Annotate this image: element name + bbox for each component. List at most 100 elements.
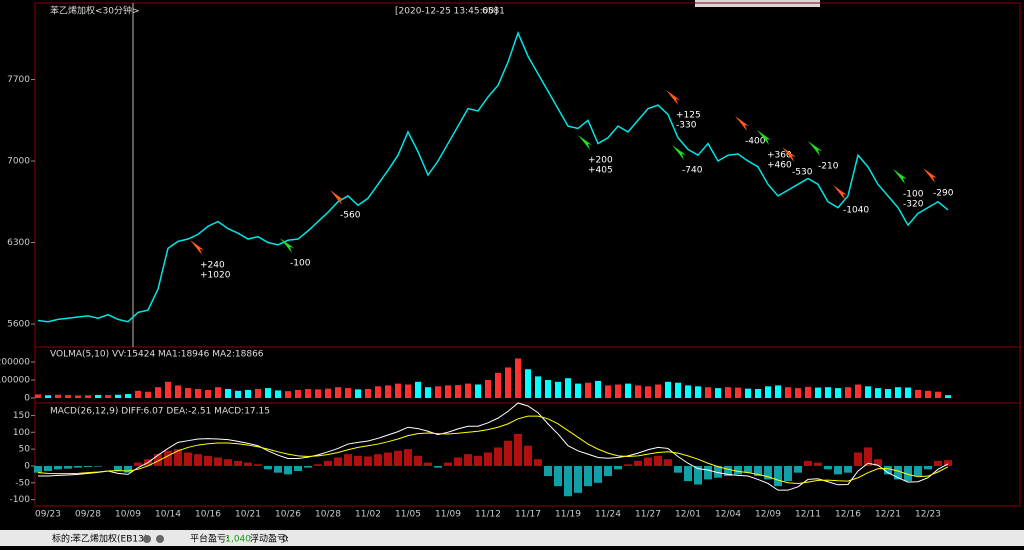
volume-bar: [665, 381, 671, 398]
last-price: 6581: [482, 7, 505, 17]
macd-bar: [474, 455, 482, 466]
macd-bar: [364, 456, 372, 466]
trade-label: +360: [767, 151, 792, 161]
macd-bar: [74, 465, 82, 468]
status-bar: [0, 530, 1024, 546]
macd-bar: [784, 465, 792, 482]
macd-bar: [284, 465, 292, 475]
volume-bar: [185, 388, 191, 398]
y-tick-label: 0: [24, 461, 30, 471]
volume-bar: [305, 389, 311, 398]
volume-bar: [315, 389, 321, 398]
volume-bar: [495, 372, 501, 398]
macd-bar: [664, 459, 672, 466]
volume-bar: [365, 389, 371, 398]
volume-bar: [135, 390, 141, 398]
trade-arrow: [893, 169, 907, 184]
trade-arrow: [578, 135, 592, 150]
volume-bar: [755, 389, 761, 398]
macd-bar: [194, 454, 202, 466]
trade-label: -560: [340, 211, 361, 221]
macd-bar: [444, 462, 452, 466]
volume-bar: [735, 387, 741, 398]
volume-bar: [455, 385, 461, 398]
x-tick-label: 12/09: [755, 510, 781, 520]
volume-bar: [855, 384, 861, 398]
trade-arrow: [666, 90, 680, 105]
volume-bar: [215, 387, 221, 398]
macd-bar: [134, 462, 142, 466]
macd-bar: [64, 465, 72, 469]
trade-label: +200: [588, 156, 613, 166]
trade-label: +125: [676, 111, 701, 121]
volume-bar: [945, 395, 951, 398]
macd-bar: [494, 447, 502, 466]
volume-bar: [255, 389, 261, 398]
trade-label: -740: [682, 166, 703, 176]
symbol[interactable]: 苯乙烯加权(EB13): [72, 533, 147, 545]
volume-bar: [375, 386, 381, 398]
macd-bar: [754, 465, 762, 477]
trade-label: -320: [903, 200, 924, 210]
volume-bar: [675, 382, 681, 398]
macd-bar: [264, 465, 272, 470]
volume-bar: [585, 382, 591, 398]
timestamp: [2020-12-25 13:45:00]: [395, 7, 498, 17]
macd-bar: [274, 465, 282, 473]
macd-bar: [124, 465, 132, 473]
volume-bar: [915, 389, 921, 398]
macd-bar: [544, 465, 552, 477]
button[interactable]: [156, 535, 164, 543]
volume-bar: [775, 385, 781, 398]
volume-bar: [835, 388, 841, 398]
macd-bar: [334, 457, 342, 466]
trade-arrow: [757, 130, 771, 145]
macd-line: [38, 402, 949, 491]
macd-bar: [214, 457, 222, 466]
trade-label: -100: [290, 259, 311, 269]
macd-bar: [404, 449, 412, 466]
macd-bar: [794, 465, 802, 473]
macd-bar: [44, 465, 52, 471]
x-tick-label: 11/24: [595, 510, 621, 520]
volume-bar: [705, 387, 711, 398]
volume-bar: [595, 380, 601, 398]
volume-bar: [925, 390, 931, 398]
macd-bar: [154, 454, 162, 466]
float-label: 浮动盈亏:: [250, 533, 289, 545]
y-tick-label: 6300: [7, 238, 30, 248]
volume-bar: [155, 387, 161, 398]
macd-bar: [674, 465, 682, 473]
macd-bar: [294, 465, 302, 471]
macd-bar: [254, 464, 262, 466]
x-tick-label: 10/14: [155, 510, 181, 520]
macd-bar: [764, 465, 772, 480]
volume-title: VOLMA(5,10) VV:15424 MA1:18946 MA2:18866: [50, 350, 264, 360]
volume-bar: [385, 385, 391, 398]
volume-bar: [105, 395, 111, 398]
macd-bar: [304, 465, 312, 468]
y-tick-label: 7700: [7, 75, 30, 85]
x-tick-label: 11/19: [555, 510, 581, 520]
volume-bar: [635, 385, 641, 398]
trade-arrow: [280, 238, 294, 253]
macd-bar: [324, 460, 332, 466]
x-tick-label: 11/17: [515, 510, 541, 520]
trade-label: -210: [818, 162, 839, 172]
macd-bar: [184, 452, 192, 466]
volume-bar: [615, 384, 621, 398]
trade-arrow: [190, 240, 204, 255]
macd-bar: [354, 455, 362, 466]
chart-title: 苯乙烯加权<30分钟>: [50, 5, 140, 17]
macd-bar: [704, 465, 712, 480]
macd-bar: [874, 459, 882, 466]
volume-bar: [565, 378, 571, 398]
macd-bar: [164, 450, 172, 466]
volume-bar: [335, 387, 341, 398]
volume-bar: [115, 394, 121, 398]
y-tick-label: 150: [13, 411, 30, 421]
button[interactable]: [143, 535, 151, 543]
x-tick-label: 09/28: [75, 510, 101, 520]
macd-bar: [384, 452, 392, 466]
trade-label: +240: [200, 261, 225, 271]
